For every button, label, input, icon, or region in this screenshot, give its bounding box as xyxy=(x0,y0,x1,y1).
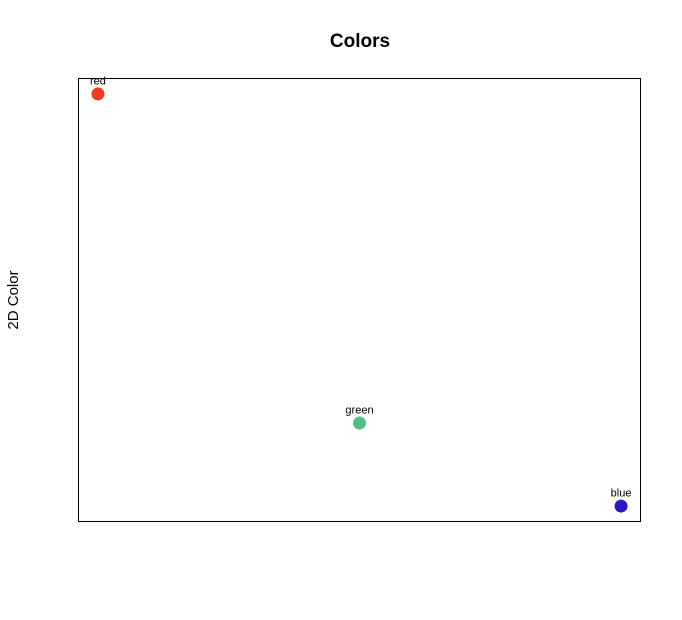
y-axis-label: 2D Color xyxy=(5,270,22,329)
data-label-green: green xyxy=(345,404,373,416)
points-layer: red green blue xyxy=(90,75,632,513)
data-point-red xyxy=(91,87,105,101)
data-label-blue: blue xyxy=(611,488,632,500)
plot-frame xyxy=(78,78,641,522)
data-point-green xyxy=(353,416,366,430)
data-point-blue xyxy=(614,499,628,513)
chart-title: Colors xyxy=(330,31,390,52)
data-label-red: red xyxy=(90,75,106,87)
